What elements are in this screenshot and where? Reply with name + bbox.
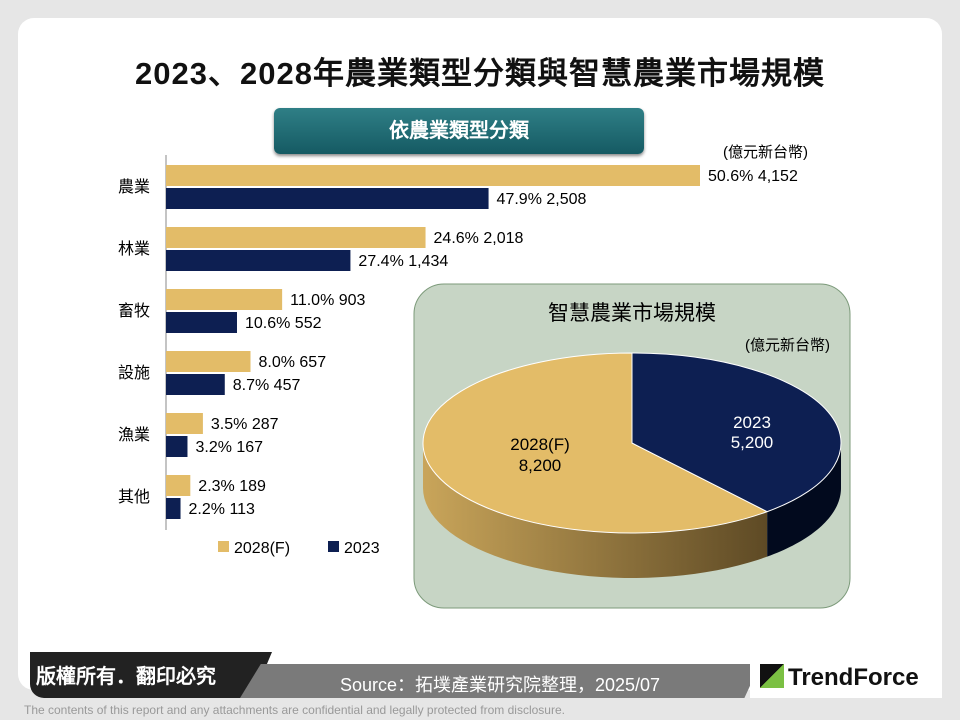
bar-2023 xyxy=(166,188,489,209)
bar-value-label: 47.9% 2,508 xyxy=(497,191,587,208)
bar-value-label: 50.6% 4,152 xyxy=(708,168,798,185)
bar-2023 xyxy=(166,498,181,519)
bar-2028 xyxy=(166,165,700,186)
bar-2028 xyxy=(166,475,191,496)
bar-value-label: 8.0% 657 xyxy=(258,354,326,371)
category-label: 畜牧 xyxy=(118,302,150,320)
bar-value-label: 10.6% 552 xyxy=(245,315,322,332)
pie-side-2023 xyxy=(767,443,841,557)
pie-slice-2023 xyxy=(631,352,842,513)
bar-2028 xyxy=(166,289,283,310)
bar-value-label: 11.0% 903 xyxy=(290,292,365,309)
copyright-banner: 版權所有．翻印必究 xyxy=(30,652,272,698)
legend-label-2023: 2023 xyxy=(344,540,380,557)
source-note: Source：拓墣產業研究院整理，2025/07 xyxy=(240,664,760,698)
pie-label-2023-value: 5,200 xyxy=(731,433,774,452)
page-title: 2023、2028年農業類型分類與智慧農業市場規模 xyxy=(135,56,825,91)
pie-label-2023-name: 2023 xyxy=(733,413,771,432)
bar-value-label: 2.3% 189 xyxy=(198,478,266,495)
logo-text: TrendForce xyxy=(788,664,919,691)
bar-chart-title: 依農業類型分類 xyxy=(274,108,644,154)
pie-title: 智慧農業市場規模 xyxy=(548,302,716,325)
trendforce-logo-icon xyxy=(760,664,784,688)
legend-swatch-2028 xyxy=(218,541,229,552)
pie-label-2028-value: 8,200 xyxy=(519,456,562,475)
legend-swatch-2023 xyxy=(328,541,339,552)
bar-value-label: 8.7% 457 xyxy=(233,377,301,394)
bar-value-label: 3.2% 167 xyxy=(195,439,263,456)
bar-value-label: 24.6% 2,018 xyxy=(434,230,524,247)
category-label: 農業 xyxy=(118,178,150,196)
bar-2023 xyxy=(166,250,351,271)
bar-2028 xyxy=(166,227,426,248)
pie-label-2028-name: 2028(F) xyxy=(510,435,570,454)
category-label: 林業 xyxy=(118,240,150,258)
legend-label-2028: 2028(F) xyxy=(234,540,290,557)
bar-2023 xyxy=(166,436,188,457)
bar-2023 xyxy=(166,374,225,395)
category-label: 設施 xyxy=(118,364,150,382)
disclaimer: The contents of this report and any atta… xyxy=(24,703,565,717)
bar-2028 xyxy=(166,351,251,372)
bar-2023 xyxy=(166,312,237,333)
pie-slice-2028 xyxy=(422,352,769,534)
trendforce-logo: TrendForce xyxy=(760,664,919,692)
category-label: 其他 xyxy=(118,488,150,506)
bar-value-label: 3.5% 287 xyxy=(211,416,279,433)
pie-side-2028 xyxy=(423,443,768,578)
bar-2028 xyxy=(166,413,203,434)
bar-value-label: 27.4% 1,434 xyxy=(358,253,448,270)
bar-value-label: 2.2% 113 xyxy=(189,501,256,518)
category-label: 漁業 xyxy=(118,426,150,444)
pie-unit-label: (億元新台幣) xyxy=(745,337,830,354)
bar-unit-label: (億元新台幣) xyxy=(723,144,808,161)
